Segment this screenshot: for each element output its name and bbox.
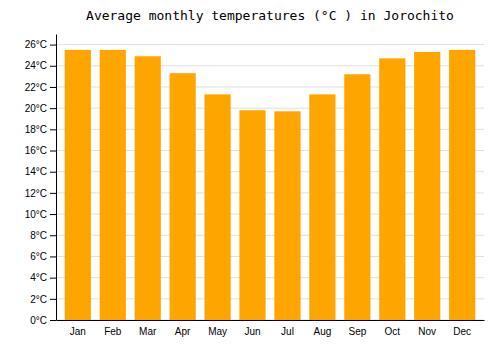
plot-area: [65, 50, 476, 320]
y-tick-mark: [50, 45, 56, 46]
x-tick: Jun: [244, 326, 260, 337]
bar: [204, 94, 230, 320]
y-tick-mark: [50, 172, 56, 173]
y-tick-mark: [50, 320, 56, 321]
chart: 0°C 2°C 4°C 6°C 8°C 10°C 12°C 14°C 16°C 18°C 20°C 2…: [0, 0, 500, 350]
x-tick: Mar: [139, 326, 157, 337]
y-tick-label: 6°C: [30, 251, 47, 262]
x-tick-label: Jul: [281, 326, 294, 337]
y-tick-label: 22°C: [25, 82, 47, 93]
y-axis: 0°C 2°C 4°C 6°C 8°C 10°C 12°C 14°C 16°C 18°C 20°C 2…: [25, 35, 57, 326]
x-tick-label: Aug: [314, 326, 332, 337]
y-tick-label: 26°C: [25, 39, 47, 50]
x-tick: Oct: [385, 326, 401, 337]
bar: [449, 50, 475, 320]
x-tick: Nov: [418, 326, 436, 337]
y-tick: 20°C: [25, 103, 56, 114]
x-tick: Sep: [348, 326, 366, 337]
y-tick: 0°C: [30, 315, 56, 326]
y-tick-label: 12°C: [25, 188, 47, 199]
y-tick-mark: [50, 299, 56, 300]
x-tick: Dec: [453, 326, 471, 337]
y-tick: 12°C: [25, 188, 56, 199]
y-tick-label: 20°C: [25, 103, 47, 114]
y-tick-label: 0°C: [30, 315, 47, 326]
bar: [274, 111, 300, 320]
x-tick: Aug: [314, 326, 332, 337]
y-tick-label: 2°C: [30, 294, 47, 305]
y-tick-mark: [50, 108, 56, 109]
x-axis-line: [57, 320, 485, 321]
y-tick-mark: [50, 151, 56, 152]
y-tick-mark: [50, 214, 56, 215]
x-tick-label: Nov: [418, 326, 436, 337]
grid: [56, 45, 484, 320]
bar: [379, 58, 405, 320]
bar: [344, 74, 370, 320]
y-tick-label: 14°C: [25, 166, 47, 177]
x-axis: Jan Feb Mar Apr May Jun Jul Aug Sep Oct Nov Dec: [57, 321, 485, 338]
y-tick: 22°C: [25, 82, 56, 93]
bar: [100, 50, 126, 320]
x-tick-label: Apr: [175, 326, 191, 337]
grid-line: [56, 44, 484, 45]
y-tick: 8°C: [30, 230, 56, 241]
y-tick: 6°C: [30, 251, 56, 262]
x-tick-label: Feb: [104, 326, 122, 337]
bar: [239, 110, 265, 320]
y-tick-mark: [50, 129, 56, 130]
y-tick-mark: [50, 235, 56, 236]
y-tick-mark: [50, 193, 56, 194]
x-tick-label: Sep: [348, 326, 366, 337]
bar: [414, 52, 440, 320]
y-tick-label: 16°C: [25, 145, 47, 156]
x-tick: Jul: [281, 326, 294, 337]
bar: [170, 73, 196, 320]
bar: [135, 56, 161, 320]
y-tick-label: 4°C: [30, 272, 47, 283]
y-tick: 18°C: [25, 124, 56, 135]
x-tick: Apr: [175, 326, 191, 337]
y-tick: 2°C: [30, 294, 56, 305]
y-axis-line: [56, 35, 57, 321]
x-tick-label: Mar: [139, 326, 157, 337]
y-tick-mark: [50, 87, 56, 88]
y-tick: 10°C: [25, 209, 56, 220]
x-tick-label: Oct: [385, 326, 401, 337]
y-tick-label: 18°C: [25, 124, 47, 135]
y-tick-mark: [50, 278, 56, 279]
y-tick: 16°C: [25, 145, 56, 156]
y-tick-label: 8°C: [30, 230, 47, 241]
bar: [65, 50, 91, 320]
title: Average monthly temperatures (°C ) in Jo…: [86, 8, 454, 23]
y-tick: 14°C: [25, 166, 56, 177]
y-tick-label: 24°C: [25, 60, 47, 71]
y-tick-label: 10°C: [25, 209, 47, 220]
x-tick-label: May: [208, 326, 227, 337]
x-tick-label: Jun: [244, 326, 260, 337]
x-tick: Jan: [70, 326, 86, 337]
y-tick-mark: [50, 66, 56, 67]
y-tick: 26°C: [25, 39, 56, 50]
bar: [309, 94, 335, 320]
x-tick-label: Jan: [70, 326, 86, 337]
y-tick: 24°C: [25, 60, 56, 71]
y-tick-mark: [50, 256, 56, 257]
y-tick: 4°C: [30, 272, 56, 283]
x-tick: Feb: [104, 326, 122, 337]
x-tick-label: Dec: [453, 326, 471, 337]
x-tick: May: [208, 326, 227, 337]
